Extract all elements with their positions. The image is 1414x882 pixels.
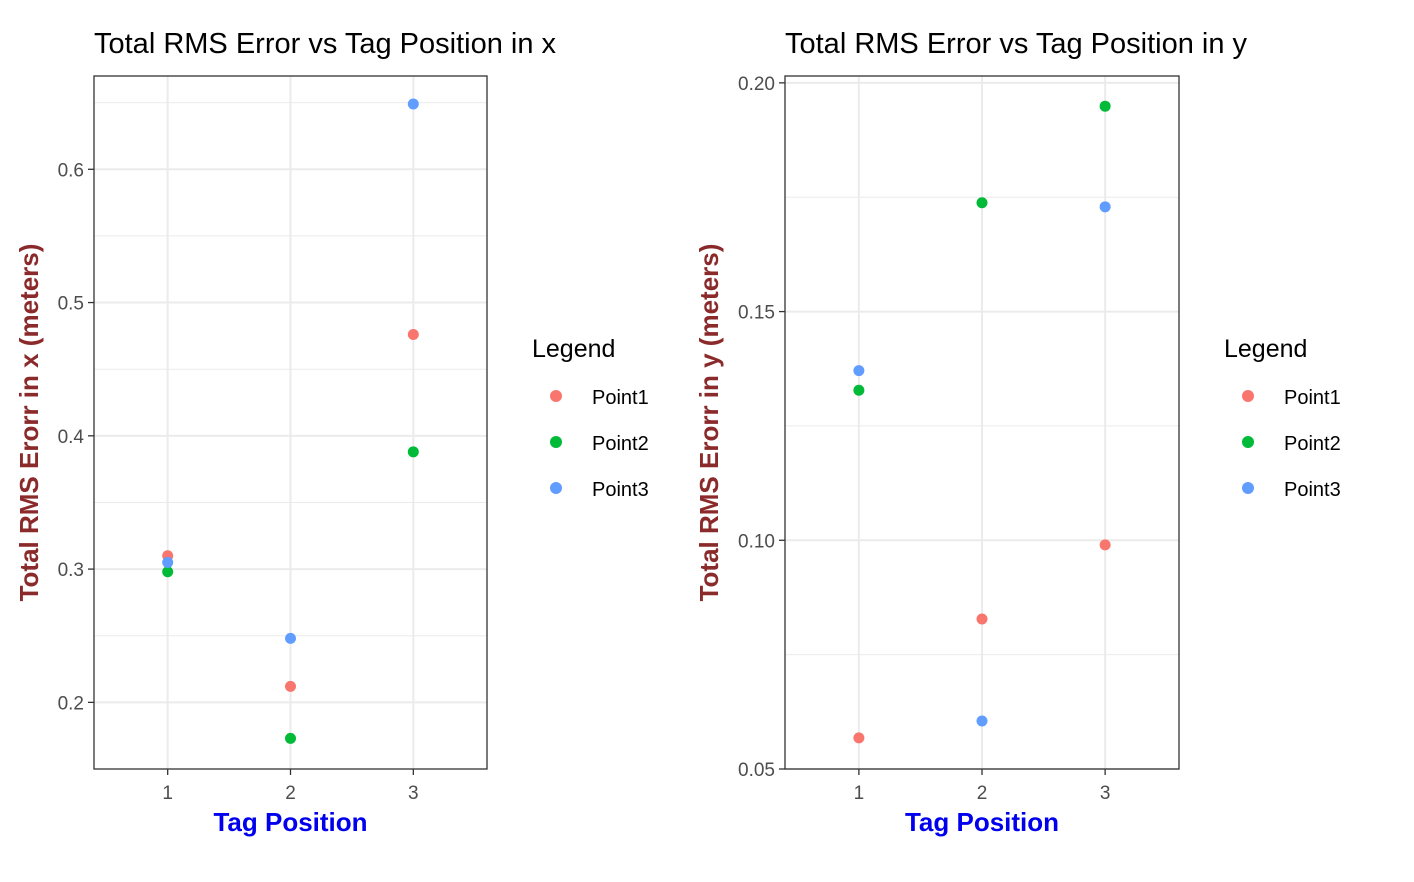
legend-key-point1 bbox=[1242, 390, 1254, 402]
legend-label-point1: Point1 bbox=[592, 387, 649, 409]
x-tick-label: 1 bbox=[162, 783, 173, 804]
point-point2-x2 bbox=[976, 197, 988, 209]
x-tick-label: 3 bbox=[1100, 783, 1111, 804]
y-tick-label: 0.15 bbox=[738, 303, 775, 324]
legend: Legend Point1 Point2 Point3 bbox=[1224, 335, 1341, 501]
point-point2-x3 bbox=[407, 446, 419, 458]
point-point2-x3 bbox=[1099, 100, 1111, 112]
y-tick-label: 0.3 bbox=[58, 560, 84, 581]
legend-key-point2 bbox=[550, 436, 562, 448]
point-point1-x1 bbox=[853, 732, 865, 744]
point-point2-x2 bbox=[285, 732, 296, 744]
y-tick-label: 0.4 bbox=[58, 427, 85, 448]
legend-label-point2: Point2 bbox=[1284, 433, 1341, 455]
point-point3-x1 bbox=[853, 365, 865, 377]
y-tick-label: 0.6 bbox=[58, 160, 84, 181]
point-point3-x2 bbox=[285, 632, 296, 644]
legend-key-point3 bbox=[1242, 482, 1254, 494]
chart-1: 0.2 0.3 0.4 0.5 0.6 1 2 3 Total RMS Error vs Tag… bbox=[14, 28, 649, 837]
point-point2-x1 bbox=[853, 384, 865, 396]
legend-title: Legend bbox=[532, 335, 615, 363]
point-point1-x2 bbox=[285, 680, 296, 692]
y-tick-label: 0.5 bbox=[58, 294, 84, 315]
chart-title: Total RMS Error vs Tag Position in x bbox=[94, 28, 557, 60]
legend-key-point2 bbox=[1242, 436, 1254, 448]
legend-label-point3: Point3 bbox=[592, 479, 649, 501]
y-tick-label: 0.10 bbox=[738, 531, 775, 552]
x-axis-label: Tag Position bbox=[905, 807, 1059, 837]
y-tick-label: 0.2 bbox=[58, 693, 84, 714]
x-tick-label: 2 bbox=[285, 783, 296, 804]
legend-title: Legend bbox=[1224, 335, 1307, 363]
legend-label-point1: Point1 bbox=[1284, 387, 1341, 409]
chart-title: Total RMS Error vs Tag Position in y bbox=[785, 28, 1248, 60]
legend-label-point2: Point2 bbox=[592, 433, 649, 455]
x-axis-label: Tag Position bbox=[213, 807, 367, 837]
point-point1-x2 bbox=[976, 613, 988, 625]
x-tick-label: 3 bbox=[408, 783, 419, 804]
legend-key-point1 bbox=[550, 390, 562, 402]
y-tick-label: 0.05 bbox=[738, 760, 775, 781]
point-point1-x3 bbox=[1099, 539, 1111, 551]
point-point1-x3 bbox=[407, 329, 419, 341]
point-point3-x1 bbox=[162, 556, 174, 568]
point-point2-x1 bbox=[162, 566, 174, 578]
point-point3-x3 bbox=[1099, 201, 1111, 213]
x-tick-label: 2 bbox=[977, 783, 988, 804]
legend-label-point3: Point3 bbox=[1284, 479, 1341, 501]
legend: Legend Point1 Point2 Point3 bbox=[532, 335, 649, 501]
y-axis-label: Total RMS Erorr in y (meters) bbox=[694, 244, 724, 602]
y-axis-label: Total RMS Erorr in x (meters) bbox=[14, 244, 44, 602]
point-point3-x3 bbox=[407, 98, 419, 110]
x-tick-label: 1 bbox=[854, 783, 865, 804]
chart-2: 0.05 0.10 0.15 0.20 1 2 3 Total RMS Error vs Ta… bbox=[694, 28, 1341, 837]
y-tick-label: 0.20 bbox=[738, 74, 775, 95]
legend-key-point3 bbox=[550, 482, 562, 494]
point-point3-x2 bbox=[976, 715, 988, 727]
